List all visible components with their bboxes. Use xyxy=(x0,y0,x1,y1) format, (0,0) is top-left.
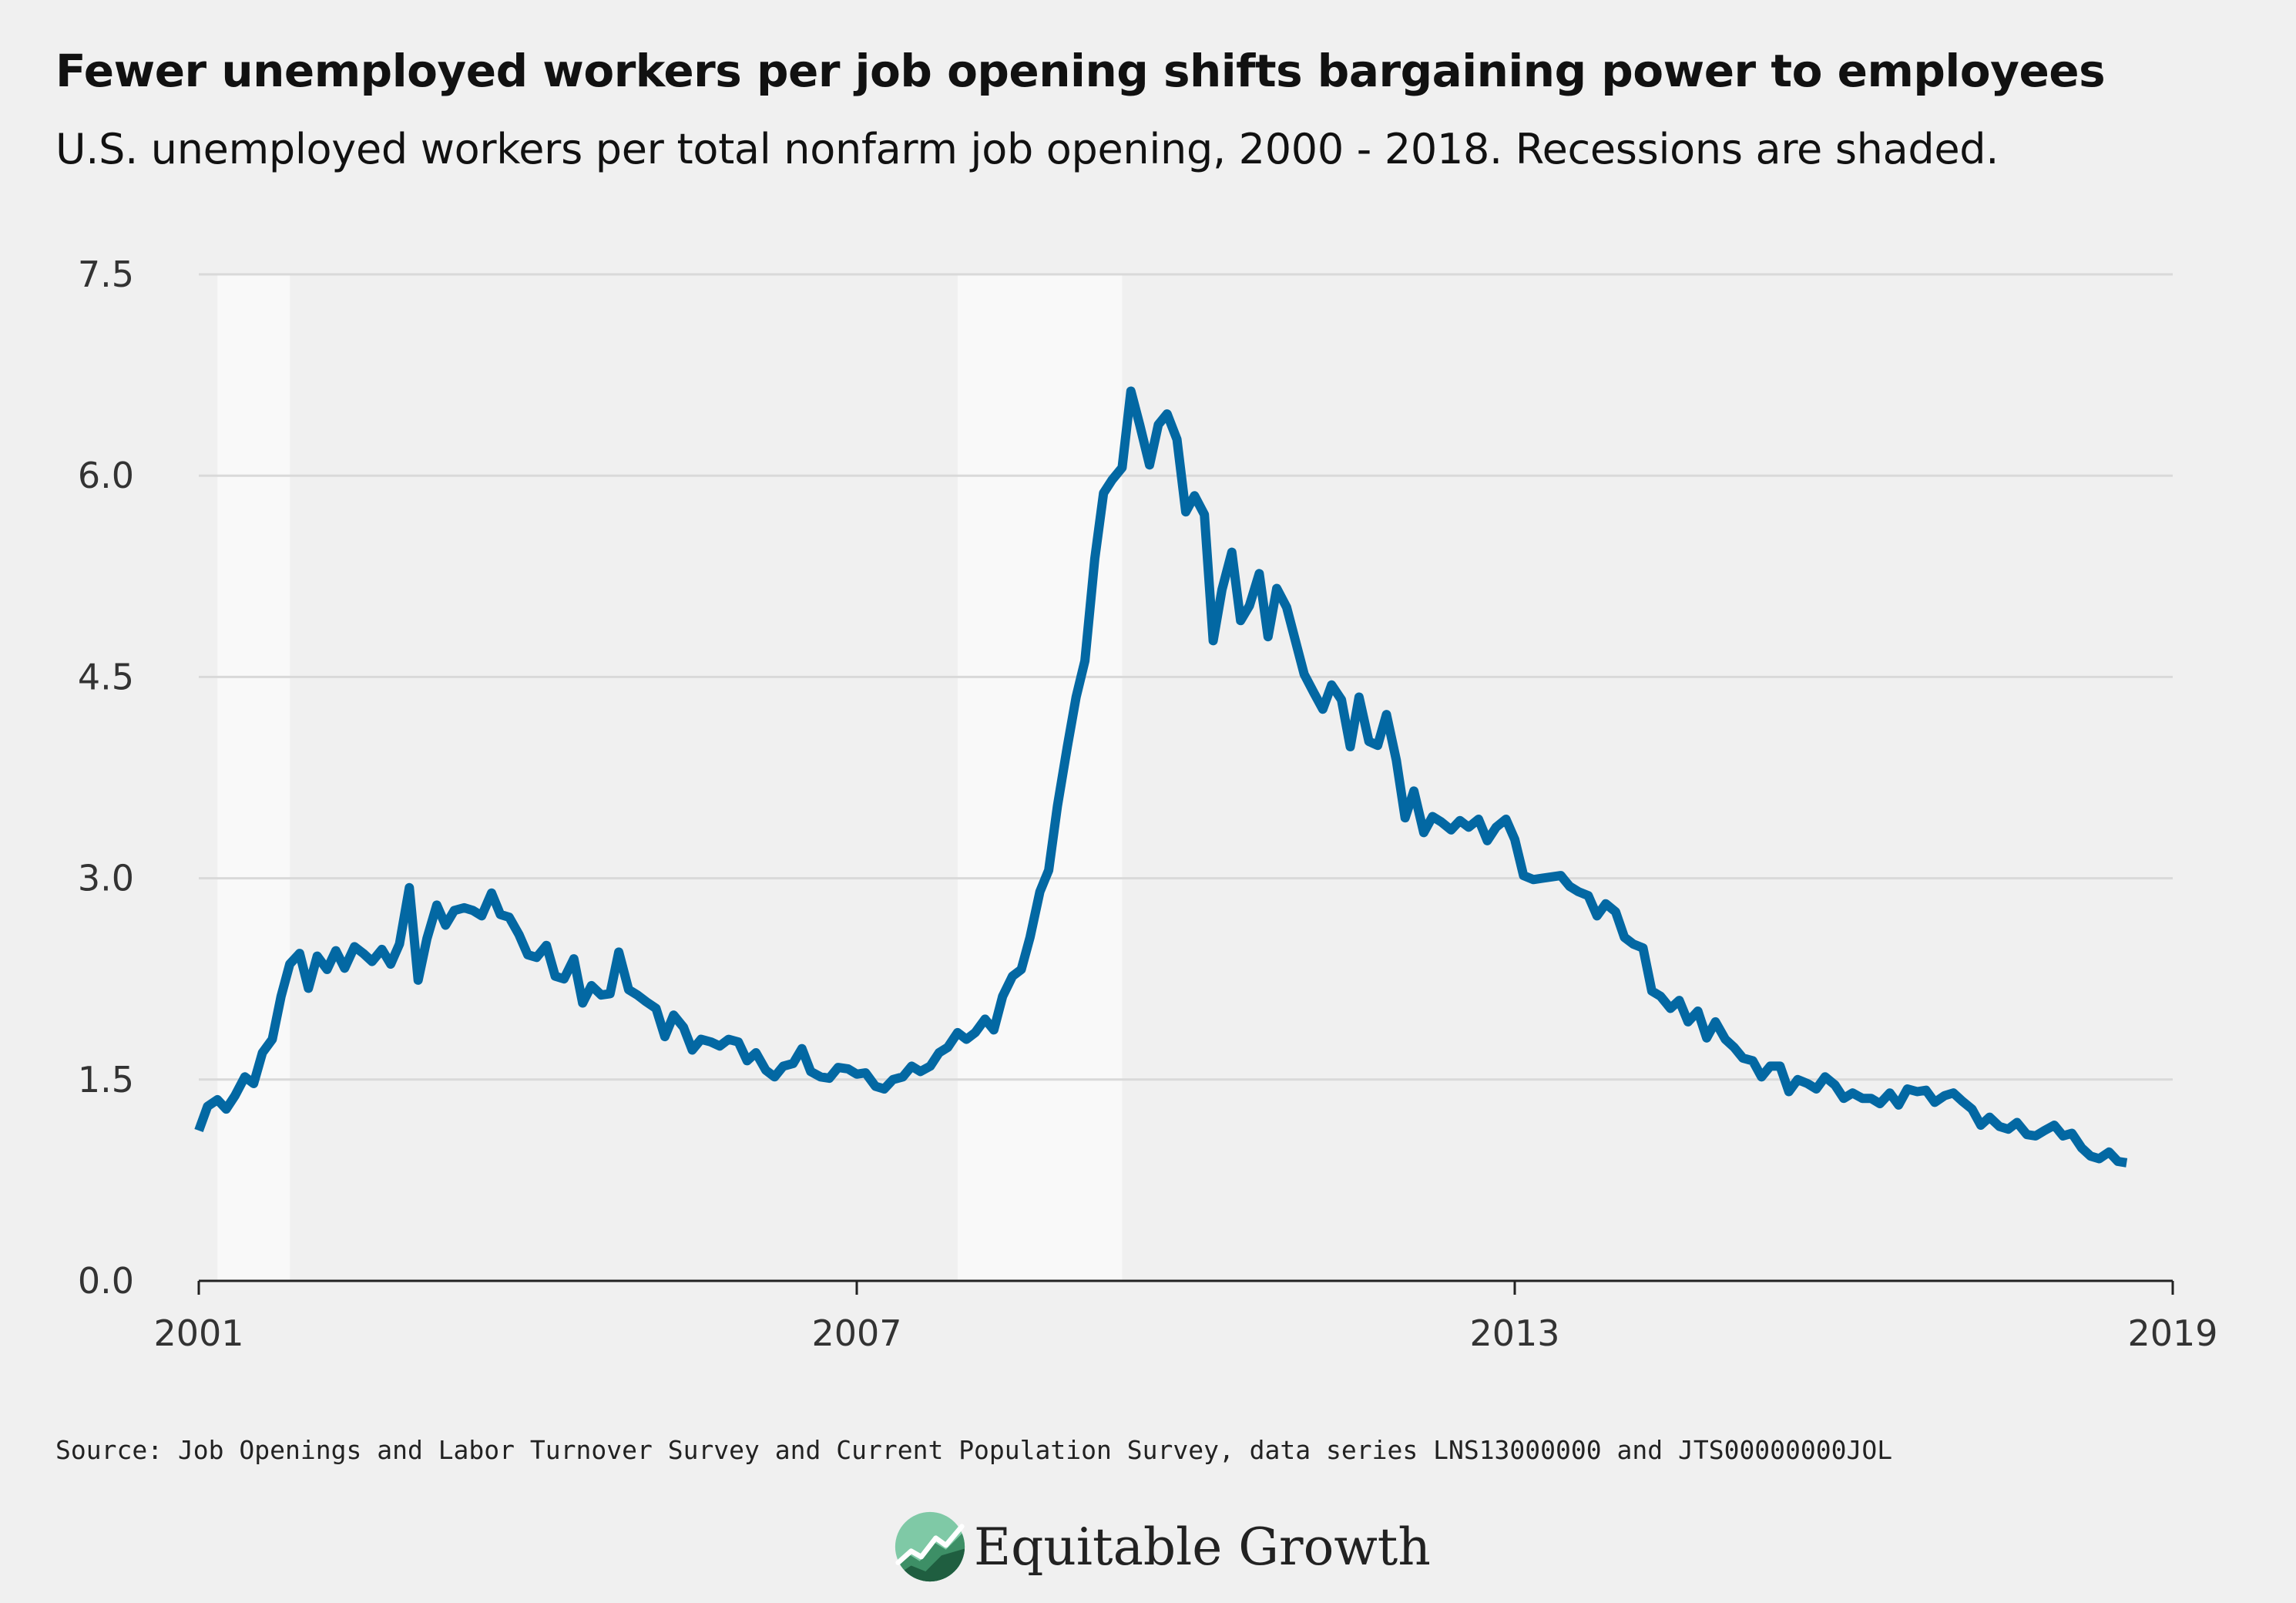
series-layer xyxy=(194,386,2128,1168)
x-tick-label: 2019 xyxy=(2127,1312,2217,1354)
x-tick-label: 2013 xyxy=(1469,1312,1559,1354)
chart-title: Fewer unemployed workers per job opening… xyxy=(55,45,2106,97)
y-tick-label: 3.0 xyxy=(78,858,134,899)
recession-band-2 xyxy=(957,274,1123,1281)
x-tick-label: 2007 xyxy=(811,1312,901,1354)
brand-footer: Equitable Growth xyxy=(894,1511,1431,1583)
y-tick-label: 7.5 xyxy=(78,254,134,295)
x-axis xyxy=(197,1279,2174,1295)
chart-subtitle: U.S. unemployed workers per total nonfar… xyxy=(55,125,1999,173)
y-tick-label: 4.5 xyxy=(78,656,134,697)
x-tick-label: 2001 xyxy=(153,1312,243,1354)
recession-band-1 xyxy=(217,274,290,1281)
brand-name: Equitable Growth xyxy=(974,1517,1431,1577)
y-tick-label: 0.0 xyxy=(78,1260,134,1302)
y-tick-label: 6.0 xyxy=(78,455,134,496)
equitable-growth-logo-icon xyxy=(895,1511,965,1582)
recession-shading xyxy=(217,274,1123,1281)
y-tick-label: 1.5 xyxy=(78,1059,134,1101)
y-gridlines xyxy=(199,273,2173,1081)
source-note: Source: Job Openings and Labor Turnover … xyxy=(55,1435,1893,1465)
x-tick-labels: 2001 2007 2013 2019 xyxy=(153,1312,2217,1354)
series-line xyxy=(194,386,2128,1168)
y-tick-labels: 0.0 1.5 3.0 4.5 6.0 7.5 xyxy=(78,254,134,1302)
